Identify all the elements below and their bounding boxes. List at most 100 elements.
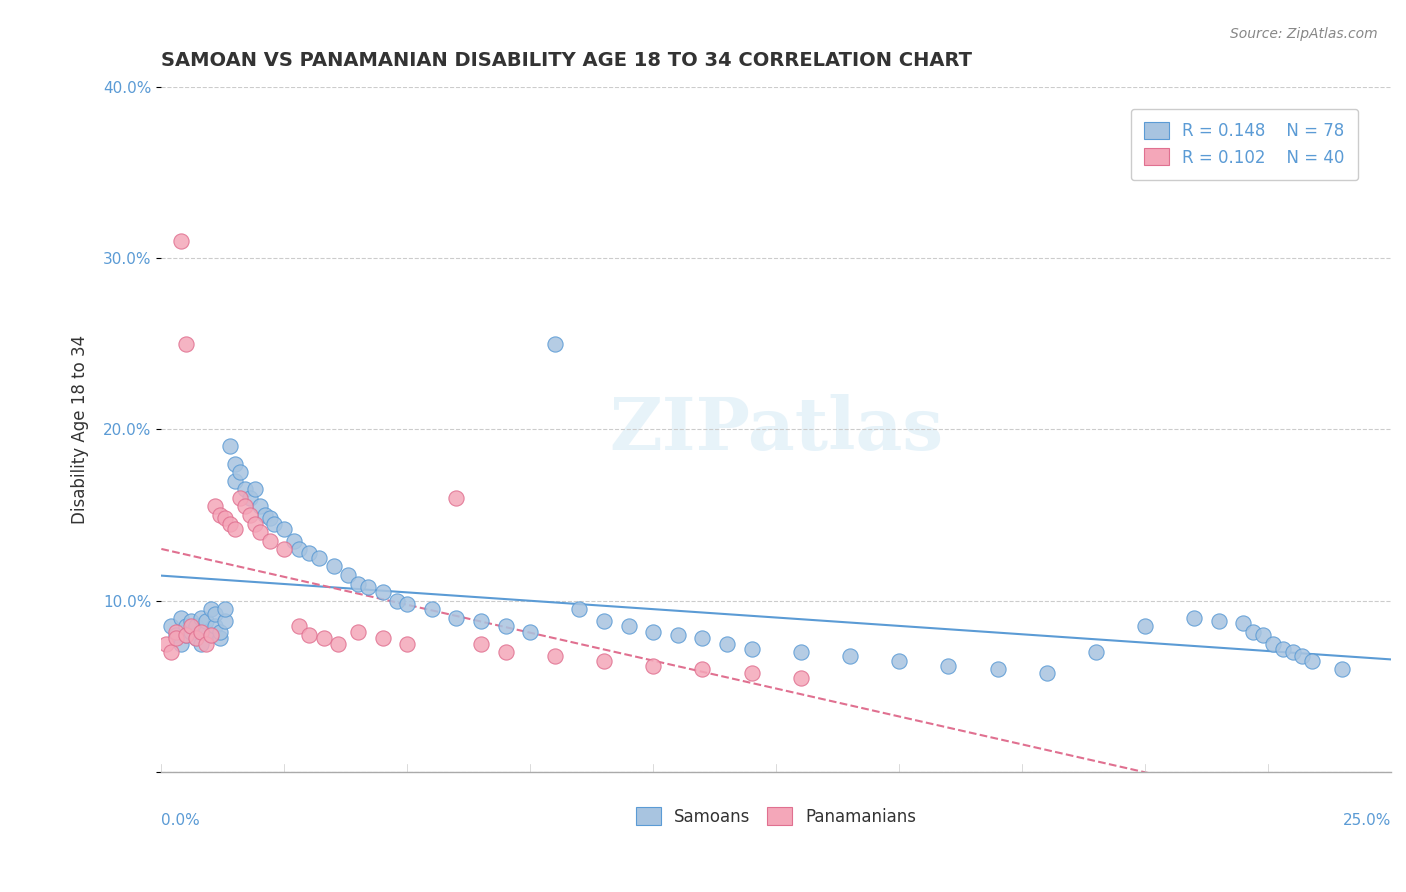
Point [936,658,959,673]
Point [219,516,242,531]
Point [666,628,689,642]
Point [495,619,517,633]
Point [174,619,197,633]
Point [194,614,217,628]
Point [174,628,197,642]
Point [1330,662,1353,676]
Point [337,568,360,582]
Text: SAMOAN VS PANAMANIAN DISABILITY AGE 18 TO 34 CORRELATION CHART: SAMOAN VS PANAMANIAN DISABILITY AGE 18 T… [162,51,973,70]
Point [470,614,492,628]
Point [1241,624,1264,639]
Point [288,619,311,633]
Point [308,550,330,565]
Point [160,619,183,633]
Point [643,658,665,673]
Point [593,614,616,628]
Point [692,632,714,646]
Point [165,628,187,642]
Point [200,628,222,642]
Point [568,602,591,616]
Point [155,636,177,650]
Point [273,522,295,536]
Point [1271,641,1294,656]
Point [446,611,468,625]
Point [643,624,665,639]
Point [165,632,187,646]
Point [263,516,285,531]
Text: Source: ZipAtlas.com: Source: ZipAtlas.com [1230,27,1378,41]
Point [544,648,567,663]
Point [357,580,380,594]
Point [180,614,202,628]
Point [298,546,321,560]
Point [1291,648,1313,663]
Point [387,593,409,607]
Point [716,636,738,650]
Point [1301,654,1323,668]
Point [889,654,911,668]
Point [1084,645,1107,659]
Point [371,632,394,646]
Point [312,632,335,646]
Point [396,597,419,611]
Point [1232,615,1254,630]
Point [544,336,567,351]
Point [298,628,321,642]
Text: 0.0%: 0.0% [162,814,200,828]
Point [741,641,763,656]
Point [233,483,256,497]
Point [160,645,183,659]
Point [170,611,193,625]
Point [214,602,236,616]
Point [184,632,207,646]
Point [1208,614,1230,628]
Point [219,439,242,453]
Point [174,336,197,351]
Point [249,500,271,514]
Point [184,632,207,646]
Point [1251,628,1274,642]
Point [1182,611,1205,625]
Point [1133,619,1156,633]
Point [396,636,419,650]
Point [243,516,266,531]
Point [190,636,212,650]
Point [190,611,212,625]
Point [1261,636,1284,650]
Point [986,662,1008,676]
Point [239,508,262,522]
Point [229,491,252,505]
Y-axis label: Disability Age 18 to 34: Disability Age 18 to 34 [72,334,89,524]
Point [194,636,217,650]
Point [209,632,232,646]
Point [322,559,344,574]
Point [253,508,276,522]
Point [190,624,212,639]
Point [204,607,226,622]
Point [224,457,246,471]
Point [790,645,813,659]
Point [839,648,862,663]
Point [283,533,305,548]
Point [495,645,517,659]
Point [593,654,616,668]
Point [170,234,193,248]
Point [239,491,262,505]
Point [692,662,714,676]
Point [194,624,217,639]
Point [259,511,281,525]
Point [328,636,350,650]
Legend: Samoans, Panamanians: Samoans, Panamanians [628,801,924,832]
Point [170,636,193,650]
Point [224,474,246,488]
Point [347,624,370,639]
Point [347,576,370,591]
Point [200,602,222,616]
Point [790,671,813,685]
Point [165,624,187,639]
Point [259,533,281,548]
Point [741,665,763,680]
Point [204,500,226,514]
Point [214,511,236,525]
Point [233,500,256,514]
